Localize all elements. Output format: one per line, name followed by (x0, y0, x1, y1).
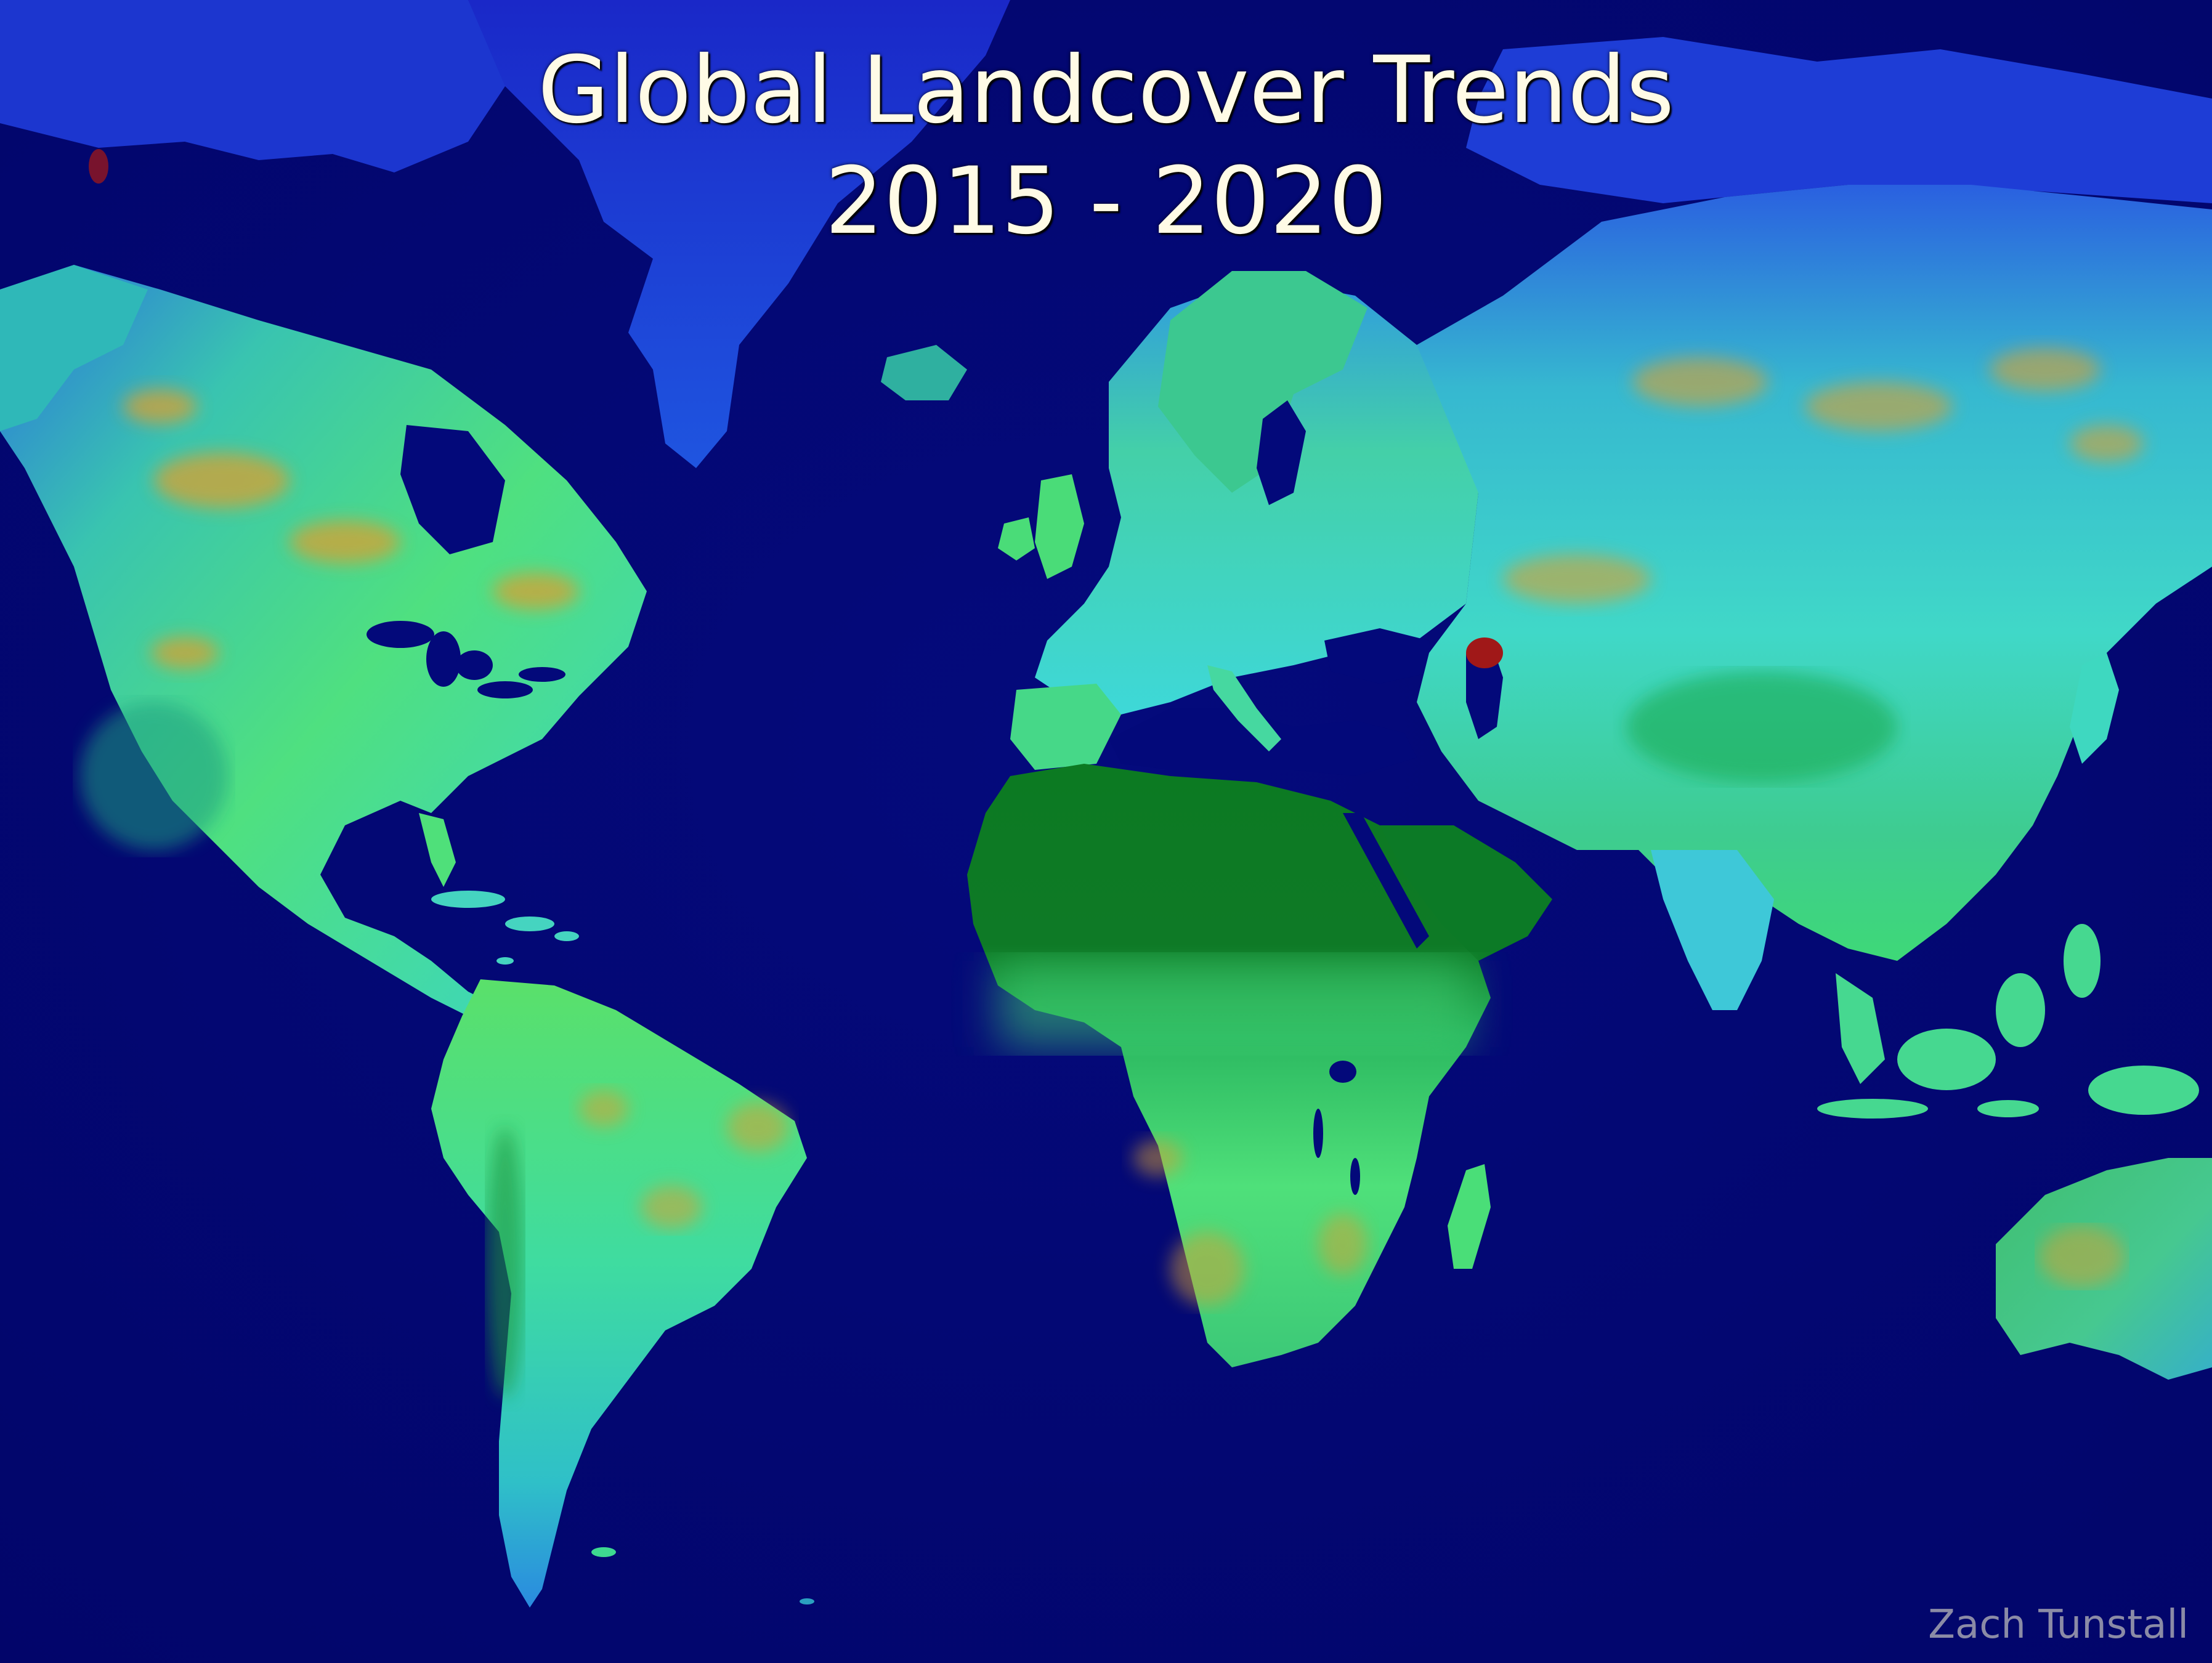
region-greenland (468, 0, 1010, 468)
region-alaska (0, 265, 148, 431)
region-british-isles (1035, 474, 1084, 579)
black-sea (1324, 628, 1435, 684)
arctic-change-patch (89, 149, 108, 184)
region-florida (419, 813, 456, 887)
hudson-bay (400, 425, 505, 554)
east-african-lakes (1313, 1061, 1360, 1195)
region-arctic-islands-na (0, 0, 505, 172)
author-credit: Zach Tunstall (1928, 1602, 2189, 1648)
baltic-sea (1257, 400, 1306, 505)
aral-change (1466, 637, 1503, 668)
tibetan-plateau (1626, 671, 1897, 782)
region-south-georgia (800, 1598, 814, 1604)
region-asia (1417, 185, 2212, 998)
map-subtitle-years: 2015 - 2020 (825, 148, 1387, 255)
region-falklands (591, 1547, 616, 1557)
boreal-change-north-america (123, 389, 579, 669)
region-italy (1207, 665, 1281, 751)
region-scandinavia (1158, 271, 1367, 493)
southwest-dryland (80, 702, 228, 850)
region-india (1651, 850, 1774, 1010)
andes-forest (487, 1127, 524, 1398)
africa-sahel (998, 961, 1466, 1047)
red-sea (1343, 813, 1429, 949)
region-caribbean (431, 891, 579, 965)
amazon-change (579, 1090, 788, 1229)
great-lakes (367, 621, 565, 698)
region-ireland (998, 517, 1035, 560)
map-title: Global Landcover Trends (537, 37, 1675, 144)
region-japan (2070, 653, 2119, 764)
siberian-change (1503, 348, 2144, 604)
region-iceland (881, 345, 967, 400)
region-africa (967, 764, 1491, 1367)
region-madagascar (1448, 1164, 1491, 1269)
southern-africa-change (1133, 1139, 1367, 1306)
region-siberia-arctic (1466, 37, 2212, 203)
australia-change (2039, 1226, 2125, 1287)
region-europe (1035, 277, 1478, 714)
region-south-america (431, 979, 807, 1608)
region-iberia (1010, 684, 1121, 770)
region-indonesia (1817, 924, 2199, 1119)
region-arabia (1380, 825, 1552, 961)
